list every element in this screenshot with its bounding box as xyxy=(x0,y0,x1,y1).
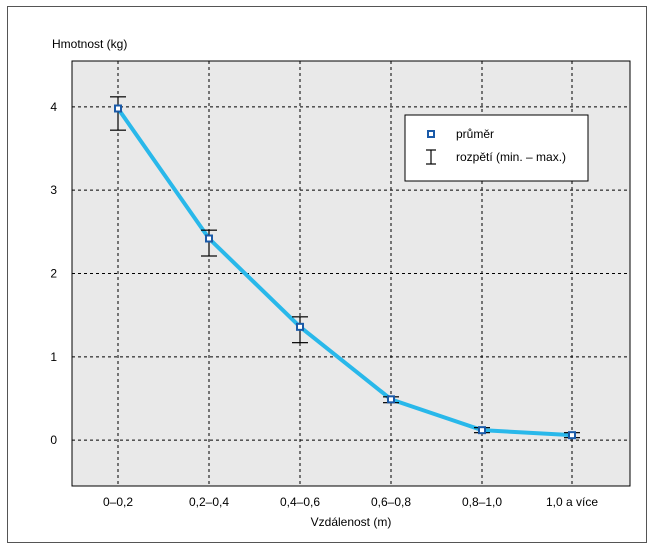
y-tick-label: 4 xyxy=(50,100,57,114)
x-tick-label: 1,0 a více xyxy=(546,495,598,509)
series-line-prumer xyxy=(116,106,574,438)
legend-mean-label: průměr xyxy=(456,127,494,141)
data-point-marker xyxy=(568,431,576,440)
data-point-marker xyxy=(205,234,213,243)
data-point-marker xyxy=(387,395,395,404)
y-tick-label: 0 xyxy=(50,433,57,447)
data-point-marker xyxy=(114,104,122,113)
legend: průměr rozpětí (min. – max.) xyxy=(404,114,589,182)
y-tick-label: 2 xyxy=(50,267,57,281)
y-tick-label: 1 xyxy=(50,350,57,364)
series-group xyxy=(110,96,580,440)
legend-mean-marker xyxy=(427,130,435,138)
x-tick-label: 0,2–0,4 xyxy=(189,495,229,509)
x-tick-label: 0,8–1,0 xyxy=(462,495,502,509)
x-axis-title: Vzdálenost (m) xyxy=(311,515,392,529)
x-tick-label: 0–0,2 xyxy=(103,495,133,509)
legend-box xyxy=(404,114,589,182)
data-point-marker xyxy=(478,426,486,435)
x-axis-ticks: 0–0,2 0,2–0,4 0,4–0,6 0,6–0,8 0,8–1,0 1,0 a v… xyxy=(103,495,598,509)
x-tick-label: 0,4–0,6 xyxy=(280,495,320,509)
y-axis-ticks: 0 1 2 3 4 xyxy=(50,100,57,447)
grid-lines xyxy=(72,61,630,486)
legend-range-icon xyxy=(426,149,436,165)
legend-range-label: rozpětí (min. – max.) xyxy=(456,150,566,164)
y-axis-title: Hmotnost (kg) xyxy=(52,37,127,51)
x-tick-label: 0,6–0,8 xyxy=(371,495,411,509)
y-tick-label: 3 xyxy=(50,183,57,197)
data-point-marker xyxy=(296,322,304,331)
